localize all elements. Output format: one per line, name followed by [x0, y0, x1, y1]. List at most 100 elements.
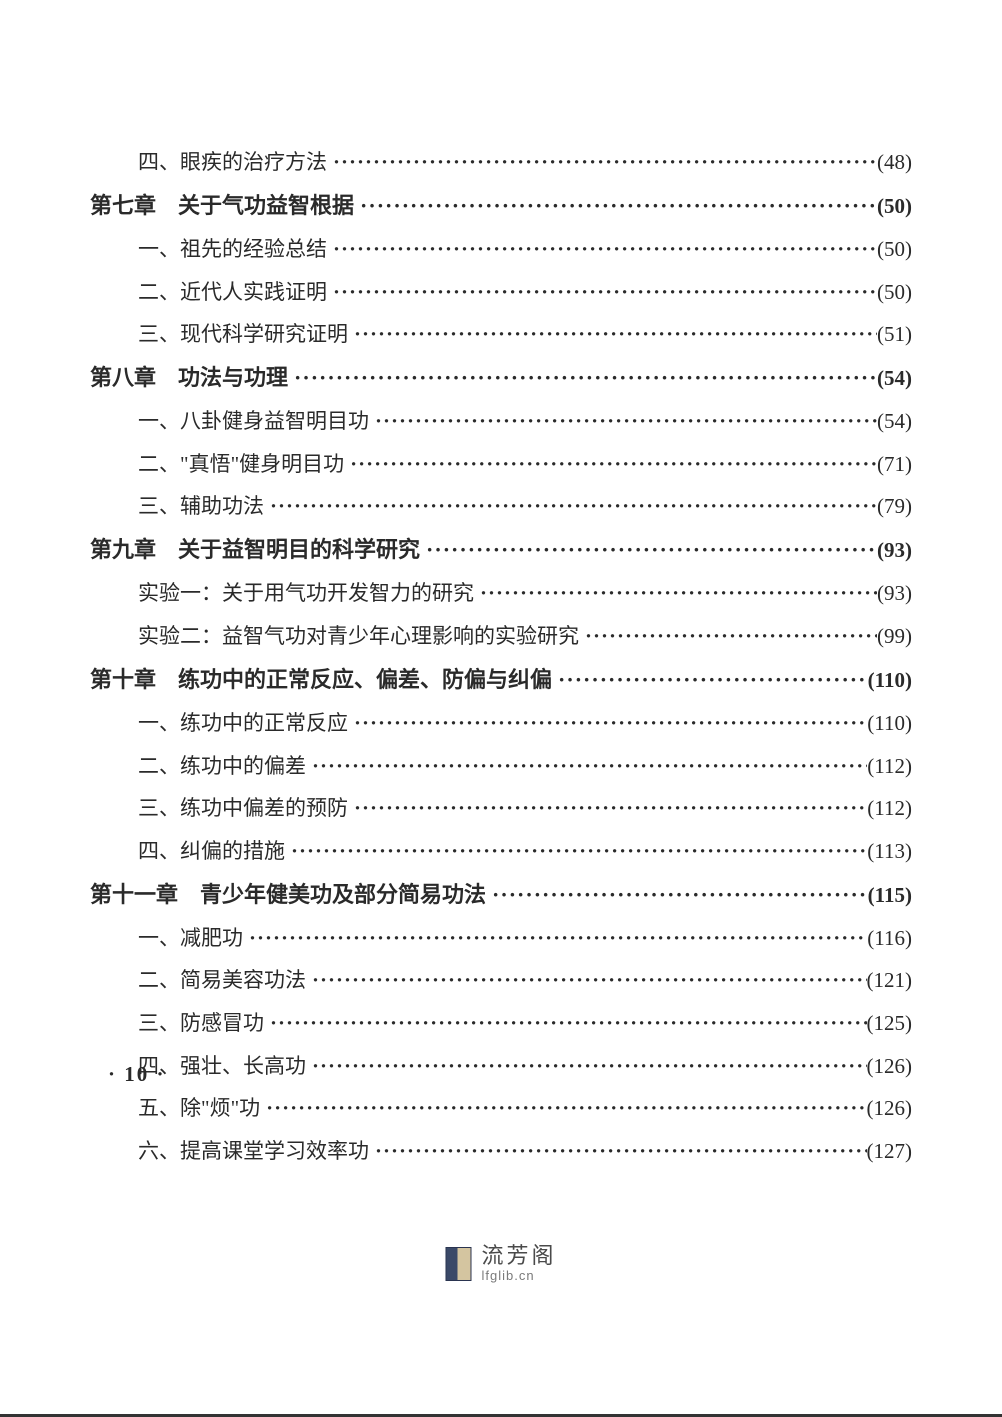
toc-dot-leader: ········································…: [243, 921, 867, 956]
toc-entry: 第十一章 青少年健美功及部分简易功法······················…: [90, 877, 912, 913]
toc-entry-page: (112): [867, 749, 912, 784]
toc-entry: 二、练功中的偏差································…: [90, 749, 912, 784]
toc-entry-text: 三、练功中偏差的预防: [138, 791, 348, 826]
toc-dot-leader: ········································…: [354, 188, 877, 224]
toc-dot-leader: ········································…: [474, 576, 877, 611]
toc-dot-leader: ········································…: [348, 317, 877, 352]
toc-entry-page: (127): [867, 1134, 913, 1169]
toc-entry-page: (126): [867, 1091, 913, 1126]
toc-dot-leader: ········································…: [306, 963, 867, 998]
toc-entry-page: (50): [877, 189, 912, 224]
toc-entry-page: (110): [867, 706, 912, 741]
toc-entry-page: (112): [867, 791, 912, 826]
toc-dot-leader: ········································…: [579, 619, 877, 654]
toc-entry: 三、辅助功法··································…: [90, 489, 912, 524]
toc-dot-leader: ········································…: [306, 1049, 867, 1084]
toc-entry-text: 四、眼疾的治疗方法: [138, 145, 327, 180]
toc-dot-leader: ········································…: [348, 706, 867, 741]
toc-entry-text: 六、提高课堂学习效率功: [138, 1134, 369, 1169]
toc-entry: 第七章 关于气功益智根据····························…: [90, 188, 912, 224]
toc-entry-text: 第九章 关于益智明目的科学研究: [90, 532, 420, 568]
toc-entry: 四、纠偏的措施·································…: [90, 834, 912, 869]
toc-dot-leader: ········································…: [327, 232, 877, 267]
toc-entry-page: (121): [867, 963, 913, 998]
toc-dot-leader: ········································…: [264, 1006, 867, 1041]
toc-dot-leader: ········································…: [348, 791, 867, 826]
toc-entry-text: 五、除"烦"功: [138, 1091, 260, 1126]
toc-entry-text: 二、简易美容功法: [138, 963, 306, 998]
toc-entry: 三、现代科学研究证明······························…: [90, 317, 912, 352]
page-number: · 10 ·: [108, 1062, 166, 1087]
toc-entry: 第十章 练功中的正常反应、偏差、防偏与纠偏···················…: [90, 662, 912, 698]
watermark-text: 流芳阁 lfglib.cn: [481, 1245, 556, 1282]
toc-entry: 一、减肥功···································…: [90, 921, 912, 956]
toc-dot-leader: ········································…: [420, 532, 877, 568]
toc-entry: 一、祖先的经验总结·······························…: [90, 232, 912, 267]
toc-entry: 一、练功中的正常反应······························…: [90, 706, 912, 741]
toc-entry: 二、"真悟"健身明目功·····························…: [90, 447, 912, 482]
toc-dot-leader: ········································…: [552, 662, 868, 698]
toc-entry-page: (51): [877, 317, 912, 352]
toc-entry: 四、强壮、长高功································…: [90, 1049, 912, 1084]
toc-dot-leader: ········································…: [369, 1134, 867, 1169]
toc-entry: 五、除"烦"功·································…: [90, 1091, 912, 1126]
watermark-en: lfglib.cn: [481, 1269, 556, 1282]
toc-entry-text: 一、减肥功: [138, 921, 243, 956]
watermark: 流芳阁 lfglib.cn: [445, 1245, 556, 1282]
toc-entry-text: 二、"真悟"健身明目功: [138, 447, 344, 482]
toc-entry: 四、眼疾的治疗方法·······························…: [90, 145, 912, 180]
toc-entry-text: 第十一章 青少年健美功及部分简易功法: [90, 877, 486, 913]
toc-entry: 一、八卦健身益智明目功·····························…: [90, 404, 912, 439]
toc-entry-text: 二、近代人实践证明: [138, 275, 327, 310]
toc-dot-leader: ········································…: [288, 360, 877, 396]
toc-entry-page: (79): [877, 489, 912, 524]
toc-dot-leader: ········································…: [486, 877, 868, 913]
toc-entry-text: 二、练功中的偏差: [138, 749, 306, 784]
toc-entry-page: (50): [877, 232, 912, 267]
toc-entry-text: 实验一：关于用气功开发智力的研究: [138, 576, 474, 611]
toc-entry-page: (50): [877, 275, 912, 310]
toc-entry-page: (113): [867, 834, 912, 869]
toc-entry-page: (71): [877, 447, 912, 482]
toc-entry: 二、简易美容功法································…: [90, 963, 912, 998]
toc-entry-page: (93): [877, 533, 912, 568]
toc-entry: 六、提高课堂学习效率功·····························…: [90, 1134, 912, 1169]
toc-entry: 三、练功中偏差的预防······························…: [90, 791, 912, 826]
toc-dot-leader: ········································…: [264, 489, 877, 524]
toc-entry-page: (93): [877, 576, 912, 611]
toc-entry-text: 一、八卦健身益智明目功: [138, 404, 369, 439]
toc-dot-leader: ········································…: [327, 145, 877, 180]
toc-entry-page: (54): [877, 404, 912, 439]
toc-entry-text: 三、辅助功法: [138, 489, 264, 524]
toc-entry-page: (99): [877, 619, 912, 654]
toc-entry-text: 实验二：益智气功对青少年心理影响的实验研究: [138, 619, 579, 654]
toc-dot-leader: ········································…: [327, 275, 877, 310]
toc-entry-text: 四、纠偏的措施: [138, 834, 285, 869]
toc-entry-text: 三、现代科学研究证明: [138, 317, 348, 352]
toc-entry: 实验二：益智气功对青少年心理影响的实验研究···················…: [90, 619, 912, 654]
toc-dot-leader: ········································…: [306, 749, 867, 784]
toc-entry-page: (54): [877, 361, 912, 396]
toc-entry-page: (110): [868, 663, 912, 698]
toc-entry-page: (116): [867, 921, 912, 956]
toc-entry: 第八章 功法与功理·······························…: [90, 360, 912, 396]
toc-entry-page: (115): [868, 878, 912, 913]
toc-entry: 第九章 关于益智明目的科学研究·························…: [90, 532, 912, 568]
toc-entry-text: 第十章 练功中的正常反应、偏差、防偏与纠偏: [90, 662, 552, 698]
toc-entry-text: 一、练功中的正常反应: [138, 706, 348, 741]
toc-entry: 二、近代人实践证明·······························…: [90, 275, 912, 310]
toc-dot-leader: ········································…: [260, 1091, 866, 1126]
toc-entry-page: (126): [867, 1049, 913, 1084]
toc-entry-text: 第八章 功法与功理: [90, 360, 288, 396]
toc-entry-page: (125): [867, 1006, 913, 1041]
toc-entry-text: 三、防感冒功: [138, 1006, 264, 1041]
toc-entry: 实验一：关于用气功开发智力的研究························…: [90, 576, 912, 611]
toc-dot-leader: ········································…: [285, 834, 867, 869]
toc-dot-leader: ········································…: [344, 447, 877, 482]
toc-entry-text: 第七章 关于气功益智根据: [90, 188, 354, 224]
toc-entry-text: 一、祖先的经验总结: [138, 232, 327, 267]
toc-content: 四、眼疾的治疗方法·······························…: [0, 0, 1002, 1169]
watermark-cn: 流芳阁: [481, 1245, 556, 1267]
toc-entry: 三、防感冒功··································…: [90, 1006, 912, 1041]
toc-entry-page: (48): [877, 145, 912, 180]
